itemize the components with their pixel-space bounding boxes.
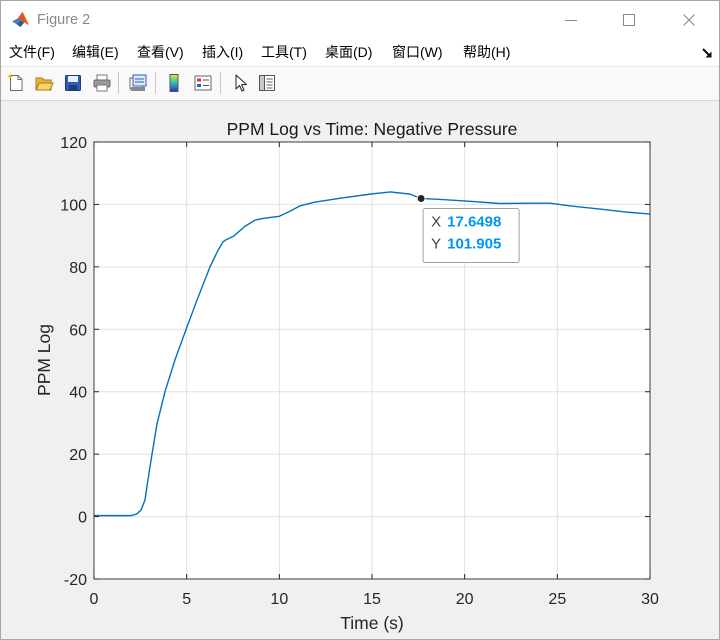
y-tick-label: -20 [64,572,87,589]
menubar: 文件(F) 编辑(E) 查看(V) 插入(I) 工具(T) 桌面(D) 窗口(W… [1,38,719,66]
minimize-button[interactable] [548,1,594,38]
x-tick-label: 15 [363,591,381,608]
figure-toolbar [1,66,719,101]
menu-item-insert[interactable]: 插入(I) [202,44,244,60]
datatip-y-name: Y [431,235,441,252]
x-tick-label: 20 [456,591,474,608]
menu-item-help[interactable]: 帮助(H) [463,44,511,60]
link-plot-icon [129,74,147,91]
dock-arrow-icon [702,48,712,58]
edit-plot-icon [235,74,247,92]
datatip[interactable]: X 17.6498 Y 101.905 [416,193,520,263]
menu-item-tools[interactable]: 工具(T) [261,44,307,60]
open-file-icon [35,77,54,91]
datatip-x-value: 17.6498 [447,213,501,230]
toolbar-separator [118,72,119,94]
tick-marks [93,141,651,580]
maximize-icon [623,13,635,26]
new-figure-icon [7,73,23,91]
chart-title: PPM Log vs Time: Negative Pressure [227,119,518,139]
insert-colorbar-icon [169,74,179,92]
save-figure-icon [65,75,81,91]
matlab-logo-icon [11,10,30,29]
y-tick-label: 0 [78,510,87,527]
y-axis-label: PPM Log [34,324,54,396]
series-group [94,191,651,517]
x-tick-label: 0 [90,591,99,608]
save-figure-button[interactable] [61,71,85,95]
close-icon [683,13,695,26]
y-tick-label: 40 [69,385,87,402]
insert-legend-button[interactable] [191,71,215,95]
menu-item-edit[interactable]: 编辑(E) [72,44,119,60]
datatip-box [422,207,520,263]
ppm-log-series-line [94,191,651,517]
x-tick-label: 10 [270,591,288,608]
window-titlebar[interactable]: Figure 2 [1,1,719,38]
property-inspector-icon [259,75,275,91]
x-tick-label: 5 [182,591,191,608]
datatip-y-value: 101.905 [447,235,501,252]
edit-plot-button[interactable] [229,71,253,95]
menu-item-view[interactable]: 查看(V) [137,44,184,60]
x-tick-label: 30 [641,591,659,608]
print-figure-icon [93,74,111,92]
y-tick-label: 60 [69,322,87,339]
new-figure-button[interactable] [4,71,28,95]
x-axis-label: Time (s) [340,613,404,633]
menu-item-desktop[interactable]: 桌面(D) [325,44,373,60]
minimize-icon [565,19,577,21]
y-tick-label: 100 [60,197,87,214]
insert-colorbar-button[interactable] [162,71,186,95]
window-title: Figure 2 [37,12,91,28]
toolbar-separator [220,72,221,94]
link-plot-button[interactable] [126,71,150,95]
dock-figure-button[interactable] [699,45,715,61]
open-file-button[interactable] [32,71,56,95]
menu-item-file[interactable]: 文件(F) [9,44,55,60]
maximize-button[interactable] [606,1,652,38]
menu-item-window[interactable]: 窗口(W) [392,44,443,60]
datatip-x-name: X [431,213,441,230]
y-tick-label: 20 [69,447,87,464]
figure-canvas[interactable]: 0 5 10 15 20 25 30 -20 0 20 40 60 80 100 120 PPM Log v… [1,101,719,639]
property-inspector-button[interactable] [255,71,279,95]
insert-legend-icon [194,75,212,91]
close-button[interactable] [666,1,712,38]
datatip-marker[interactable] [416,193,426,203]
print-figure-button[interactable] [90,71,114,95]
y-tick-label: 80 [69,260,87,277]
x-tick-label: 25 [548,591,566,608]
toolbar-separator [155,72,156,94]
y-tick-label: 120 [60,135,87,152]
